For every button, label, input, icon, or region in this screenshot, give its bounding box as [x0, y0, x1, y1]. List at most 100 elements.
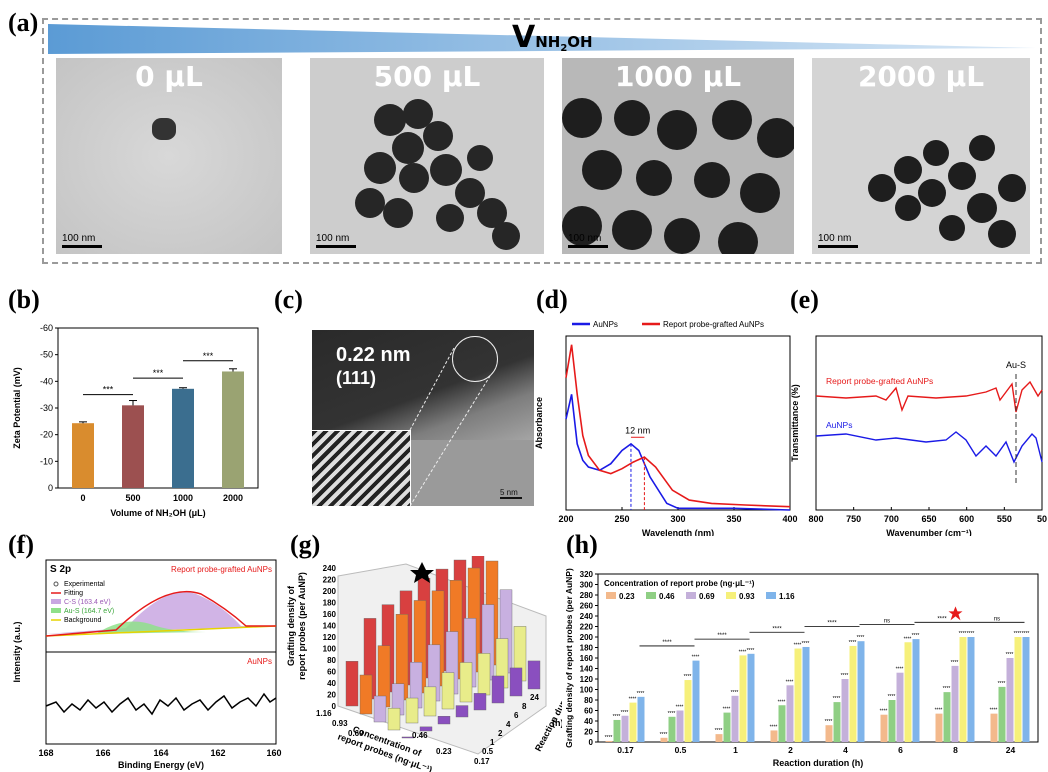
h-ytick-label: 220: [580, 623, 594, 632]
g-ylabel-1: Grafting density of: [286, 585, 296, 666]
fitting-line: [45, 590, 276, 637]
xps-xlabel: Binding Energy (eV): [118, 760, 204, 770]
tem-label-0ul: 0 μL: [135, 60, 203, 93]
g-bar: [473, 693, 487, 711]
h-ytick-label: 320: [580, 570, 594, 579]
h-sig-label: ****: [770, 724, 778, 730]
volume-header-sub: NH2OH: [535, 33, 592, 54]
h-legend-swatch: [686, 592, 696, 599]
d-legend-label: Report probe-grafted AuNPs: [663, 320, 764, 329]
g-ytick-label: 140: [323, 622, 337, 631]
panel-label-g: (g): [290, 530, 321, 559]
h-sig-label: ****: [802, 641, 810, 647]
panel-label-h: (h): [566, 530, 598, 559]
h-bar: [613, 719, 621, 742]
h-sig-label: ****: [833, 696, 841, 702]
h-ylabel: Grafting density of report probes (per A…: [564, 568, 574, 748]
scale-bar-3: 100 nm: [818, 233, 858, 248]
hrtem-dark-region: [312, 330, 534, 440]
tem-image-500ul: 500 μL 100 nm: [310, 58, 544, 254]
b-ytick-label: -50: [40, 350, 53, 360]
h-ytick-label: 300: [580, 581, 594, 590]
h-sig-label: ****: [676, 705, 684, 711]
aunps-xps-line: [45, 692, 277, 716]
e-legend-label: Report probe-grafted AuNPs: [826, 376, 933, 386]
g-bar: [459, 662, 473, 703]
h-sig-label: ****: [637, 691, 645, 697]
panel-label-c: (c): [274, 285, 303, 314]
g-zticks: 0.17 0.5 1 2 4 6 8 24: [474, 693, 539, 766]
d-xtick-label: 300: [670, 514, 685, 524]
h-sig-label: ****: [825, 719, 833, 725]
fft-lattice-inset: [312, 430, 411, 506]
grafting-3d-chart: Grafting density of report probes (per A…: [286, 556, 562, 772]
ftir-chart: 800 750 700 650 600 550 50 Report probe-grafted…: [790, 335, 1047, 536]
h-ytick-label: 180: [580, 644, 594, 653]
g-ztick-0: 0.17: [474, 757, 490, 766]
h-xtick-label: 8: [953, 745, 958, 755]
zoom-lines: [409, 347, 491, 506]
legend-marker-aus: [51, 608, 61, 613]
h-bar: [739, 655, 747, 742]
h-sig-label: ****: [739, 649, 747, 655]
h-bar: [833, 702, 841, 742]
xps-xtick-166: 166: [95, 748, 110, 758]
h-ytick-label: 100: [580, 686, 594, 695]
g-ztick-3: 2: [498, 729, 503, 738]
panel-a-frame: [42, 18, 1042, 264]
h-sig-bracket-label: ****: [717, 633, 727, 639]
h-xtick-label: 6: [898, 745, 903, 755]
h-xtick-label: 2: [788, 745, 793, 755]
g-ztick-5: 6: [514, 711, 519, 720]
panel-label-a: (a): [8, 8, 39, 37]
h-sig-label: ****: [1022, 631, 1030, 637]
h-bar: [629, 702, 637, 742]
lattice-spacing: 0.22 nm: [336, 344, 411, 366]
b-xtick-label: 0: [80, 493, 85, 503]
h-sig-bracket-label: ****: [937, 616, 947, 622]
b-ytick-label: -30: [40, 403, 53, 413]
h-sig-label: ****: [959, 631, 967, 637]
d-annotation: 12 nm: [625, 425, 650, 435]
e-xtick-label: 550: [997, 514, 1012, 524]
panel-label-f: (f): [8, 530, 34, 559]
scale-bar-2: 100 nm: [568, 233, 608, 248]
h-bar: [692, 660, 700, 742]
g-bar: [527, 660, 541, 690]
e-ylabel: Transmittance (%): [790, 384, 800, 462]
g-bars: [345, 556, 541, 739]
xps-top-label: Report probe-grafted AuNPs: [171, 565, 272, 574]
h-ytick-label: 40: [584, 717, 593, 726]
h-xtick-label: 4: [843, 745, 848, 755]
g-xticks: 1.16 0.93 0.69 0.46 0.23: [316, 709, 452, 756]
b-bar: [172, 388, 194, 488]
h-legend-label: 0.93: [739, 592, 755, 601]
legend-marker-cs: [51, 599, 61, 604]
h-bar: [959, 637, 967, 742]
d-series-line: [565, 394, 791, 511]
h-bar: [684, 680, 692, 742]
d-xlabel: Wavelength (nm): [642, 528, 714, 536]
b-xtick-label: 500: [125, 493, 140, 503]
h-xlabel: Reaction duration (h): [773, 758, 864, 768]
h-sig-label: ****: [951, 660, 959, 666]
b-bar: [122, 405, 144, 488]
h-bar: [786, 685, 794, 742]
xps-ylabel: Intensity (a.u.): [12, 621, 22, 682]
tem-image-1000ul: 1000 μL 100 nm: [562, 58, 794, 254]
h-sig-bracket-label: ns: [994, 616, 1000, 622]
h-bar: [935, 713, 943, 742]
b-ytick-label: -20: [40, 430, 53, 440]
e-xtick-label: 700: [884, 514, 899, 524]
scale-text-0: 100 nm: [62, 233, 96, 244]
h-xtick-label: 0.17: [617, 745, 634, 755]
g-ytick-label: 100: [323, 645, 337, 654]
h-sig-label: ****: [857, 635, 865, 641]
volume-header-v: V: [512, 20, 536, 55]
h-ytick-label: 280: [580, 591, 594, 600]
g-ytick-label: 60: [327, 668, 336, 677]
b-sig-label: ***: [103, 385, 114, 395]
h-legend-swatch: [606, 592, 616, 599]
d-legend-label: AuNPs: [593, 320, 618, 329]
h-legend-swatch: [646, 592, 656, 599]
